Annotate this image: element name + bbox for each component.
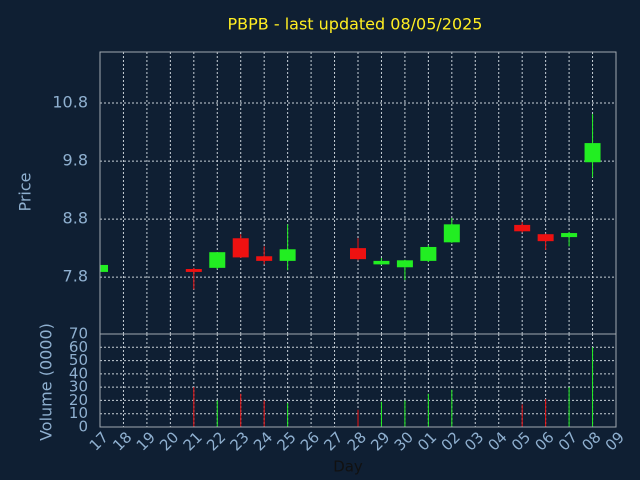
x-tick-label: 17 <box>86 428 112 454</box>
x-tick-label: 20 <box>156 428 182 454</box>
x-tick-label: 26 <box>297 428 323 454</box>
volume-tick-label: 70 <box>69 325 88 343</box>
candle-body <box>396 260 413 268</box>
candle-body <box>584 143 601 163</box>
x-tick-label: 28 <box>344 428 370 454</box>
x-tick-label: 18 <box>109 428 135 454</box>
volume-tick-label: 10 <box>69 404 88 422</box>
candle-body <box>232 238 249 258</box>
x-tick-label: 04 <box>485 428 511 454</box>
candle-body <box>420 246 437 261</box>
x-axis-label: Day <box>333 458 363 476</box>
candle-body <box>514 224 531 232</box>
candle-body <box>561 233 578 238</box>
x-tick-label: 22 <box>203 428 229 454</box>
candle-body <box>279 249 296 261</box>
x-tick-label: 23 <box>227 428 253 454</box>
volume-tick-label: 40 <box>69 364 88 382</box>
volume-tick-label: 60 <box>69 338 88 356</box>
x-tick-label: 25 <box>273 428 299 454</box>
y-axis-label: Price <box>16 172 35 211</box>
volume-tick-label: 20 <box>69 391 88 409</box>
x-tick-label: 01 <box>414 428 440 454</box>
x-tick-label: 05 <box>508 428 534 454</box>
candle-body <box>443 224 460 243</box>
candle-body <box>537 234 554 242</box>
volume-tick-label: 0 <box>78 418 88 436</box>
x-tick-label: 29 <box>367 428 393 454</box>
x-tick-label: 19 <box>133 428 159 454</box>
y-tick-label: 9.8 <box>63 151 88 170</box>
x-tick-label: 07 <box>555 428 581 454</box>
x-tick-label: 06 <box>531 428 557 454</box>
x-tick-label: 24 <box>250 428 276 454</box>
volume-frame <box>99 333 617 428</box>
candle-body <box>256 256 273 261</box>
candle-body <box>185 269 202 272</box>
y-tick-label: 10.8 <box>52 93 88 112</box>
x-tick-label: 30 <box>391 428 417 454</box>
x-tick-label: 02 <box>438 428 464 454</box>
candle-body <box>350 248 366 260</box>
candle-body <box>373 260 390 265</box>
x-tick-label: 08 <box>578 428 604 454</box>
x-tick-label: 21 <box>180 428 206 454</box>
y-tick-label: 7.8 <box>63 267 88 286</box>
x-tick-label: 03 <box>461 428 487 454</box>
chart-title: PBPB - last updated 08/05/2025 <box>228 15 483 34</box>
y-tick-label: 8.8 <box>63 209 88 228</box>
x-tick-label: 09 <box>602 428 628 454</box>
candle-body <box>209 252 226 268</box>
candle-body <box>100 264 108 272</box>
volume-tick-label: 50 <box>69 351 88 369</box>
volume-tick-label: 30 <box>69 378 88 396</box>
volume-axis-label: Volume (0000) <box>37 323 56 441</box>
x-tick-label: 27 <box>320 428 346 454</box>
